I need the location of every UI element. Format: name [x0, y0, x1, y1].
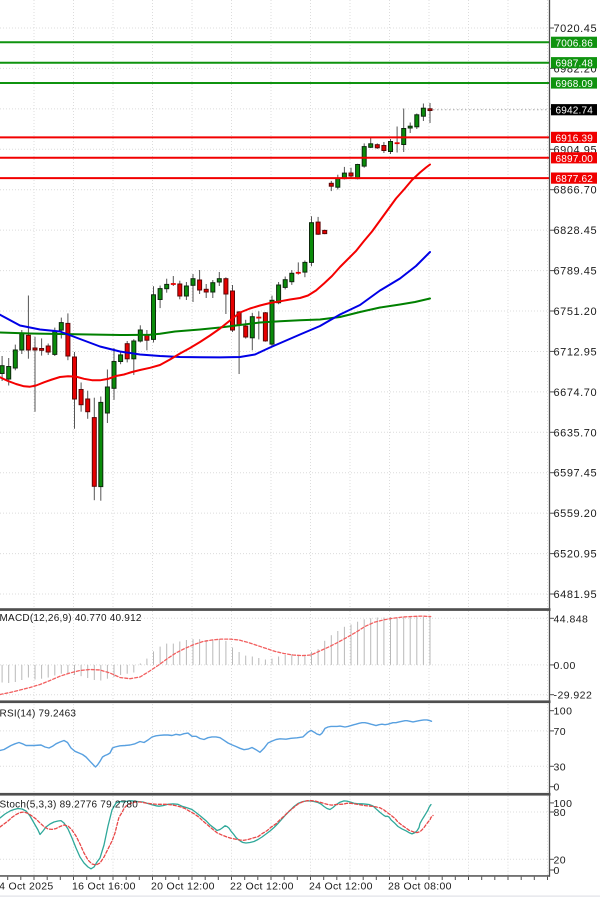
svg-text:Stoch(5,3,3) 89.2776 79.2780: Stoch(5,3,3) 89.2776 79.2780	[0, 800, 138, 811]
svg-text:6877.62: 6877.62	[556, 174, 594, 185]
svg-text:-29.922: -29.922	[554, 690, 593, 702]
svg-text:6968.09: 6968.09	[556, 79, 594, 90]
svg-text:14 Oct 2025: 14 Oct 2025	[0, 881, 54, 893]
svg-text:22 Oct 12:00: 22 Oct 12:00	[230, 881, 294, 893]
svg-text:100: 100	[554, 798, 573, 810]
svg-text:MACD(12,26,9) 40.770 40.912: MACD(12,26,9) 40.770 40.912	[0, 613, 142, 624]
svg-text:6987.48: 6987.48	[556, 59, 594, 70]
svg-text:30: 30	[554, 761, 567, 773]
svg-text:6712.95: 6712.95	[554, 346, 598, 358]
svg-text:20: 20	[554, 854, 567, 866]
svg-text:6559.20: 6559.20	[554, 508, 598, 520]
svg-text:6520.95: 6520.95	[554, 549, 598, 561]
svg-text:6828.45: 6828.45	[554, 225, 598, 237]
svg-text:6635.70: 6635.70	[554, 427, 598, 439]
svg-text:100: 100	[554, 706, 573, 718]
svg-text:70: 70	[554, 726, 567, 738]
svg-text:7006.86: 7006.86	[556, 38, 594, 49]
svg-text:24 Oct 12:00: 24 Oct 12:00	[309, 881, 373, 893]
svg-text:20 Oct 12:00: 20 Oct 12:00	[151, 881, 215, 893]
svg-text:RSI(14) 79.2463: RSI(14) 79.2463	[0, 709, 76, 720]
svg-text:6897.00: 6897.00	[556, 154, 594, 165]
svg-text:80: 80	[554, 807, 567, 819]
svg-text:6481.95: 6481.95	[554, 589, 598, 601]
svg-text:6597.45: 6597.45	[554, 468, 598, 480]
svg-text:0: 0	[554, 782, 560, 794]
svg-text:16 Oct 16:00: 16 Oct 16:00	[72, 881, 136, 893]
svg-text:6866.70: 6866.70	[554, 185, 598, 197]
svg-text:6674.70: 6674.70	[554, 387, 598, 399]
svg-text:6942.74: 6942.74	[556, 106, 594, 117]
svg-text:7020.45: 7020.45	[554, 23, 598, 35]
svg-text:0: 0	[554, 865, 560, 877]
svg-text:6916.39: 6916.39	[556, 133, 594, 144]
svg-text:44.848: 44.848	[554, 613, 589, 625]
svg-text:6751.20: 6751.20	[554, 306, 598, 318]
svg-text:28 Oct 08:00: 28 Oct 08:00	[388, 881, 452, 893]
svg-text:6789.45: 6789.45	[554, 266, 598, 278]
svg-text:0.00: 0.00	[554, 660, 576, 672]
